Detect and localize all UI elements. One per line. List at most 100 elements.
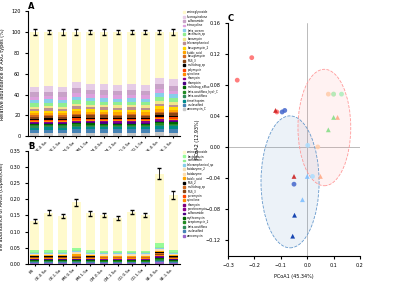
Bar: [113, 32, 122, 85]
Bar: [86, 254, 95, 255]
Bar: [155, 252, 164, 253]
Point: [330, 115, 337, 120]
Bar: [141, 260, 150, 261]
Bar: [44, 122, 53, 123]
Bar: [30, 250, 40, 252]
Bar: [44, 121, 53, 122]
Bar: [141, 32, 150, 85]
Bar: [113, 126, 122, 127]
Bar: [44, 120, 53, 121]
Bar: [155, 257, 164, 258]
Bar: [169, 255, 178, 256]
Bar: [72, 93, 81, 97]
Bar: [30, 121, 40, 122]
Bar: [44, 113, 53, 115]
Bar: [141, 127, 150, 130]
Bar: [44, 253, 53, 254]
Bar: [155, 122, 164, 123]
Bar: [169, 102, 178, 105]
Bar: [113, 256, 122, 257]
Bar: [127, 260, 136, 261]
Bar: [169, 118, 178, 120]
Point: [334, 115, 341, 120]
Bar: [30, 120, 40, 121]
Bar: [58, 119, 67, 120]
Bar: [127, 259, 136, 260]
Bar: [155, 119, 164, 121]
Bar: [30, 261, 40, 262]
Bar: [100, 127, 108, 130]
Bar: [113, 95, 122, 99]
Bar: [86, 112, 95, 114]
Bar: [44, 213, 53, 250]
Bar: [44, 256, 53, 257]
Bar: [141, 251, 150, 252]
Point: [330, 92, 337, 96]
Bar: [30, 100, 40, 103]
Bar: [169, 256, 178, 257]
Bar: [127, 119, 136, 120]
Bar: [86, 124, 95, 125]
Bar: [30, 255, 40, 256]
Bar: [72, 261, 81, 262]
Bar: [30, 113, 40, 116]
Bar: [141, 91, 150, 95]
Bar: [44, 261, 53, 262]
Bar: [58, 260, 67, 261]
Bar: [127, 114, 136, 116]
Bar: [100, 110, 108, 112]
Bar: [141, 118, 150, 119]
Bar: [127, 107, 136, 110]
Bar: [169, 121, 178, 122]
Point: [325, 92, 332, 96]
Bar: [141, 105, 150, 108]
Bar: [141, 116, 150, 118]
Bar: [141, 256, 150, 257]
Bar: [155, 112, 164, 113]
Bar: [44, 258, 53, 259]
Bar: [72, 122, 81, 123]
Bar: [127, 256, 136, 257]
Bar: [141, 125, 150, 126]
Bar: [58, 117, 67, 119]
Bar: [169, 133, 178, 136]
Bar: [113, 123, 122, 124]
Bar: [30, 87, 40, 93]
Bar: [86, 118, 95, 119]
Bar: [141, 259, 150, 260]
Bar: [169, 259, 178, 260]
Bar: [30, 221, 40, 250]
Bar: [58, 111, 67, 113]
Point: [304, 174, 310, 179]
Bar: [86, 121, 95, 122]
Bar: [30, 109, 40, 111]
Point: [291, 213, 298, 218]
Bar: [86, 133, 95, 136]
Bar: [127, 102, 136, 105]
Bar: [169, 32, 178, 79]
Bar: [155, 248, 164, 249]
Bar: [58, 261, 67, 262]
Bar: [58, 123, 67, 124]
Bar: [169, 116, 178, 117]
Bar: [141, 255, 150, 256]
Bar: [155, 104, 164, 106]
Bar: [72, 115, 81, 117]
Ellipse shape: [261, 116, 319, 248]
Point: [299, 197, 306, 202]
Bar: [72, 32, 81, 82]
Bar: [169, 105, 178, 107]
Bar: [72, 262, 81, 263]
Bar: [86, 98, 95, 101]
Bar: [72, 88, 81, 93]
Bar: [44, 116, 53, 118]
Bar: [58, 259, 67, 260]
Bar: [58, 32, 67, 87]
Bar: [155, 97, 164, 101]
Bar: [72, 252, 81, 253]
Bar: [58, 250, 67, 252]
Bar: [100, 122, 108, 124]
Legend: aminoglycoside, bacte_bacin, norfloxacin, chloramphenicol_sp, fusidazyme_2, fusi: aminoglycoside, bacte_bacin, norfloxacin…: [183, 150, 215, 237]
Bar: [100, 259, 108, 260]
Bar: [86, 127, 95, 129]
